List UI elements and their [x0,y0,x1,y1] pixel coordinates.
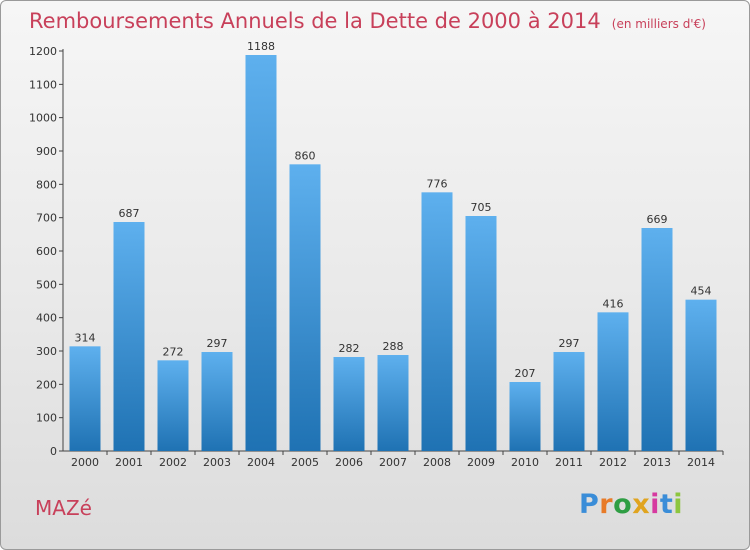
bar-2005 [289,164,321,452]
bar-2004 [245,55,277,451]
y-tick-label: 100 [36,412,57,425]
bar-2006 [333,357,365,451]
bar-2003 [201,352,233,451]
logo-letter: r [599,489,614,520]
y-tick-label: 300 [36,345,57,358]
proxiti-logo: Proxiti [579,489,683,520]
data-label: 454 [691,285,712,298]
logo-letter: P [579,489,600,520]
bar-2001 [113,222,145,451]
x-tick-label: 2006 [335,456,363,469]
bar-2000 [69,346,101,451]
data-label: 314 [75,331,96,344]
data-label: 297 [559,337,580,350]
bar-2011 [553,352,585,451]
y-tick-label: 1100 [29,78,57,91]
data-label: 297 [207,337,228,350]
y-tick-label: 0 [50,445,57,458]
logo-letter: t [659,489,674,520]
bar-2014 [685,299,717,451]
x-tick-label: 2013 [643,456,671,469]
data-label: 705 [471,201,492,214]
x-tick-label: 2000 [71,456,99,469]
y-tick-label: 700 [36,212,57,225]
x-tick-label: 2002 [159,456,187,469]
y-tick-label: 900 [36,145,57,158]
x-tick-label: 2011 [555,456,583,469]
chart-title: Remboursements Annuels de la Dette de 20… [29,9,601,33]
bar-2009 [465,216,497,451]
y-tick-label: 200 [36,378,57,391]
bar-2008 [421,192,453,452]
data-label: 669 [647,213,668,226]
y-tick-label: 500 [36,278,57,291]
data-label: 1188 [247,40,275,53]
logo-letter: x [632,489,651,520]
town-name: MAZé [35,496,92,520]
data-label: 416 [603,297,624,310]
x-tick-label: 2014 [687,456,715,469]
logo-letter: o [613,489,633,520]
bar-2002 [157,360,189,451]
x-tick-label: 2008 [423,456,451,469]
x-tick-label: 2007 [379,456,407,469]
bar-2010 [509,382,541,451]
data-label: 288 [383,340,404,353]
logo-letter: i [673,489,684,520]
bar-2013 [641,228,673,451]
x-tick-label: 2012 [599,456,627,469]
x-tick-label: 2010 [511,456,539,469]
data-label: 207 [515,367,536,380]
title-row: Remboursements Annuels de la Dette de 20… [29,9,706,33]
bar-2007 [377,355,409,451]
data-label: 687 [119,207,140,220]
x-tick-label: 2004 [247,456,275,469]
data-label: 272 [163,345,184,358]
logo-letter: i [650,489,660,520]
data-label: 860 [295,149,316,162]
bar-2012 [597,312,629,451]
unit-label: (en milliers d'€) [611,17,706,31]
y-tick-label: 800 [36,178,57,191]
x-tick-label: 2001 [115,456,143,469]
x-tick-label: 2005 [291,456,319,469]
y-tick-label: 400 [36,312,57,325]
y-tick-label: 1000 [29,112,57,125]
x-tick-label: 2003 [203,456,231,469]
x-tick-label: 2009 [467,456,495,469]
data-label: 776 [427,177,448,190]
data-label: 282 [339,342,360,355]
y-tick-label: 1200 [29,45,57,58]
y-tick-label: 600 [36,245,57,258]
